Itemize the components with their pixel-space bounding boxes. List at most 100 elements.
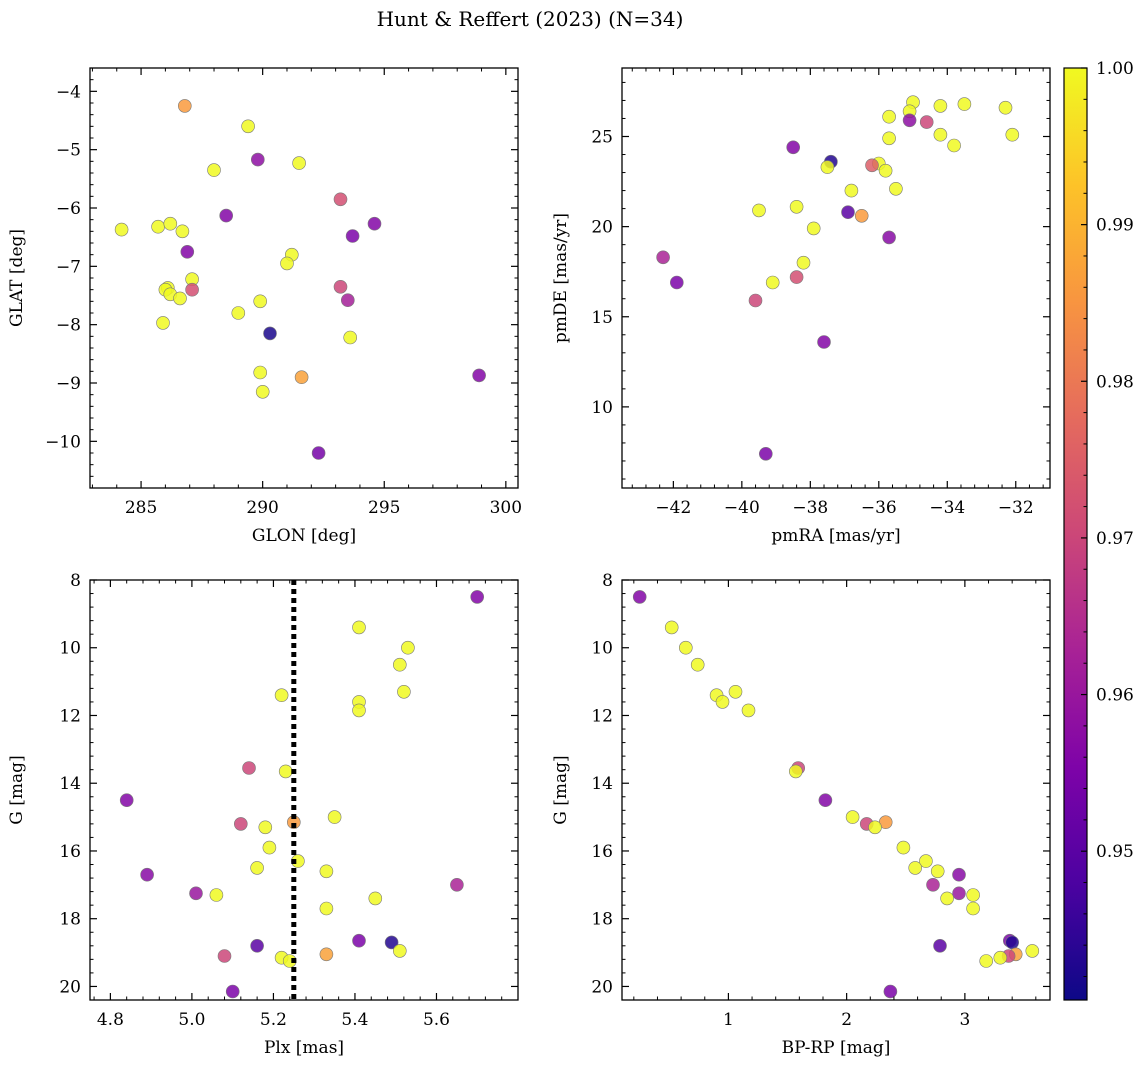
x-tick-label: 300 (490, 498, 522, 518)
x-tick-label: 3 (959, 1010, 970, 1030)
data-point (656, 250, 670, 265)
data-point (878, 163, 893, 178)
data-point (789, 200, 804, 214)
data-point (854, 209, 869, 223)
data-point (292, 156, 306, 170)
y-tick-label: −8 (56, 316, 81, 336)
data-point (225, 984, 240, 999)
y-tick-label: 14 (59, 774, 81, 794)
x-tick-label: −36 (861, 498, 897, 518)
data-point (253, 294, 268, 309)
data-point (343, 330, 358, 345)
data-point (280, 256, 294, 271)
x-axis-label: GLON [deg] (252, 526, 356, 546)
y-tick-label: −7 (56, 257, 81, 277)
data-point (185, 282, 199, 297)
data-point (242, 761, 256, 775)
data-point (820, 160, 835, 174)
x-tick-label: −38 (792, 498, 828, 518)
data-point (175, 224, 190, 239)
data-point (940, 891, 954, 906)
data-point (957, 97, 972, 111)
data-point (241, 119, 255, 134)
x-tick-label: −32 (998, 498, 1034, 518)
data-point (178, 99, 192, 113)
data-point (278, 764, 293, 779)
data-point (327, 810, 342, 824)
x-tick-label: 2 (841, 1010, 852, 1030)
y-tick-label: 10 (59, 639, 81, 659)
data-point (250, 861, 264, 875)
data-point (765, 275, 780, 290)
data-point (1005, 127, 1020, 142)
data-point (294, 370, 309, 385)
data-point (340, 293, 355, 308)
data-point (319, 901, 334, 916)
data-point (1025, 944, 1040, 958)
y-tick-label: −9 (56, 374, 81, 394)
data-point (882, 230, 896, 245)
y-axis-label: pmDE [mas/yr] (551, 213, 571, 343)
data-point (163, 216, 178, 231)
data-point (841, 205, 855, 219)
colorbar-gradient (1063, 67, 1088, 1001)
x-tick-label: 285 (125, 498, 157, 518)
data-point (119, 793, 134, 808)
data-point (258, 820, 273, 835)
data-point (333, 192, 348, 207)
data-point (998, 100, 1013, 115)
data-point (796, 255, 811, 270)
data-point (882, 109, 896, 124)
data-point (231, 306, 246, 320)
data-point (786, 140, 801, 155)
data-point (368, 891, 383, 906)
y-axis-label: G [mag] (7, 755, 27, 824)
y-tick-label: −10 (45, 432, 81, 452)
x-tick-label: 5.4 (341, 1010, 368, 1030)
data-point (817, 335, 831, 349)
x-tick-label: 5.0 (178, 1010, 205, 1030)
data-point (262, 840, 277, 855)
y-tick-label: 8 (602, 571, 613, 591)
colorbar: 0.95 0.96 0.97 0.98 0.99 1.00 (1063, 59, 1134, 1001)
data-point (219, 208, 233, 223)
data-point (333, 279, 348, 294)
x-axis-label: Plx [mas] (264, 1038, 344, 1058)
data-point (908, 861, 923, 875)
scatter-points (114, 99, 486, 460)
data-point (352, 703, 366, 718)
data-point (180, 245, 195, 259)
data-point (250, 938, 264, 953)
x-tick-label: −40 (724, 498, 760, 518)
y-tick-label: 20 (591, 977, 613, 997)
data-point (678, 640, 693, 655)
x-tick-label: 1 (723, 1010, 734, 1030)
y-tick-label: 8 (70, 571, 81, 591)
data-point (397, 684, 411, 699)
data-point (217, 949, 232, 963)
panel-bottom-left: 4.8 5.0 5.2 5.4 5.6 8 10 12 14 16 18 20 Plx [mas] G [… (7, 571, 519, 1058)
axes-frame (621, 579, 1051, 1001)
y-tick-label: −5 (56, 141, 81, 161)
data-point (933, 127, 948, 142)
data-point (902, 113, 917, 128)
data-point (209, 888, 224, 902)
panel-top-left: 285 290 295 300 −10 −9 −8 −7 −6 −5 −4 GLON [deg] GLA… (7, 67, 522, 546)
data-point (865, 158, 879, 173)
y-tick-label: 20 (59, 977, 81, 997)
data-point (450, 877, 464, 892)
x-tick-label: −34 (929, 498, 965, 518)
data-point (207, 163, 221, 177)
data-point (788, 764, 803, 779)
axes-frame (89, 579, 519, 1001)
data-point (352, 933, 366, 948)
data-point (789, 270, 804, 284)
y-tick-label: 12 (59, 706, 81, 726)
panels: 285 290 295 300 −10 −9 −8 −7 −6 −5 −4 GLON [deg] GLA… (7, 67, 1051, 1058)
data-point (806, 221, 821, 236)
data-point (250, 152, 265, 167)
data-point (384, 935, 399, 950)
data-point (715, 695, 730, 709)
data-point (758, 446, 773, 461)
data-point (889, 182, 903, 196)
